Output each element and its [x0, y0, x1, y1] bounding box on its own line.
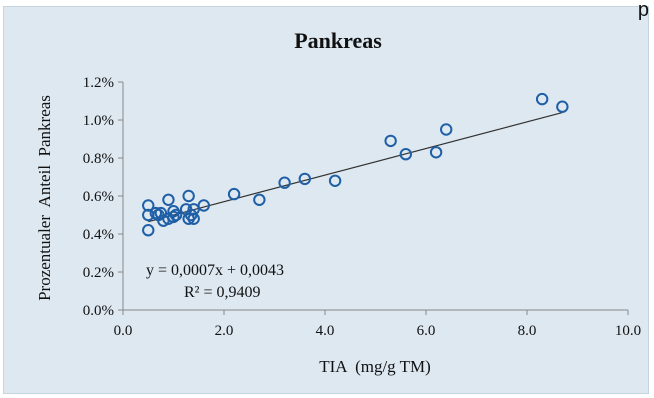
data-point	[182, 189, 195, 203]
data-point	[440, 123, 453, 136]
data-point	[187, 212, 200, 226]
data-point	[399, 148, 412, 161]
y-axis-title: Prozentualer Anteil Pankreas	[35, 95, 54, 301]
data-point	[162, 193, 175, 207]
y-tick-label: 1.2%	[83, 75, 114, 91]
data-point	[149, 206, 163, 220]
y-tick-label: 1.0%	[83, 113, 114, 129]
x-tick-label: 6.0	[417, 323, 436, 339]
chart-frame	[3, 6, 649, 394]
data-point	[227, 187, 241, 201]
corner-text: p	[637, 0, 649, 21]
y-tick-label: 0.2%	[83, 265, 114, 281]
data-point	[328, 174, 342, 188]
data-point	[142, 224, 155, 237]
equation-label: y = 0,0007x + 0,0043	[146, 262, 284, 279]
x-tick-label: 4.0	[316, 323, 335, 339]
r-squared-label: R² = 0,9409	[184, 284, 261, 301]
y-tick-label: 0.0%	[83, 303, 114, 319]
data-point	[384, 134, 397, 148]
data-point	[535, 92, 549, 106]
x-tick-label: 0.0	[114, 323, 133, 339]
y-tick-label: 0.6%	[83, 189, 114, 205]
x-tick-label: 8.0	[518, 323, 537, 339]
data-point	[167, 210, 180, 224]
data-point	[253, 193, 266, 207]
data-point	[429, 146, 443, 159]
trendline	[148, 112, 563, 223]
x-tick-label: 2.0	[215, 323, 234, 339]
data-point	[556, 100, 569, 113]
y-tick-label: 0.4%	[83, 227, 114, 243]
data-point	[169, 208, 183, 222]
data-point	[298, 172, 311, 186]
data-point	[197, 199, 211, 212]
y-tick-label: 0.8%	[83, 151, 114, 167]
data-point	[278, 176, 291, 189]
x-tick-label: 10.0	[615, 323, 641, 339]
x-axis-title: TIA (mg/g TM)	[319, 357, 431, 376]
chart-title: Pankreas	[294, 28, 382, 53]
